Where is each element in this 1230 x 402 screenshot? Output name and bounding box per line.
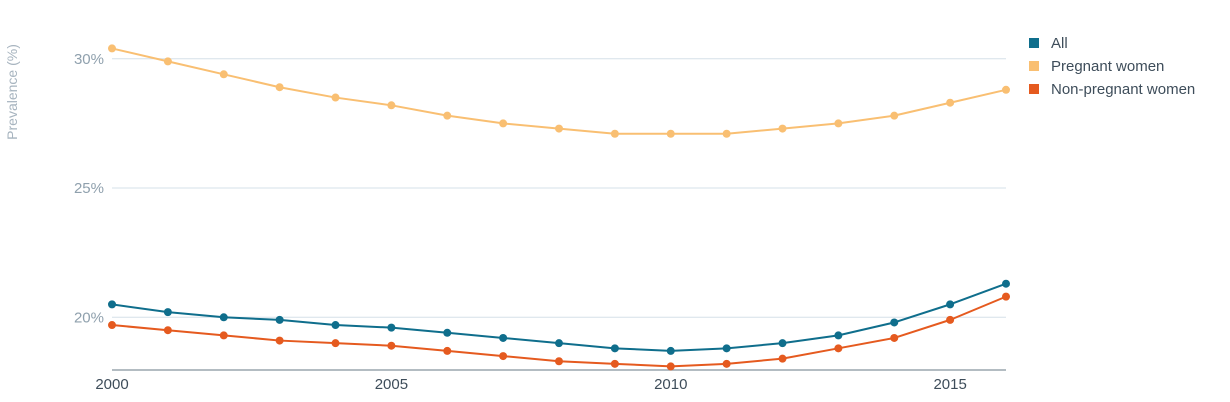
data-point[interactable] — [666, 362, 675, 371]
data-point[interactable] — [163, 326, 172, 335]
data-point[interactable] — [275, 336, 284, 345]
y-axis-label: Prevalence (%) — [4, 44, 20, 140]
data-point[interactable] — [722, 344, 731, 353]
series-non-pregnant-women — [108, 292, 1010, 371]
series-pregnant-women — [108, 44, 1010, 138]
gridlines — [112, 58, 1006, 318]
legend-label: Pregnant women — [1051, 58, 1164, 75]
data-point[interactable] — [163, 57, 172, 66]
data-point[interactable] — [778, 124, 787, 133]
data-point[interactable] — [722, 129, 731, 138]
data-point[interactable] — [834, 119, 843, 128]
series-line — [111, 47, 1007, 135]
data-point[interactable] — [722, 359, 731, 368]
y-axis-ticks: 20% 25% 30% — [74, 51, 104, 327]
data-point[interactable] — [890, 111, 899, 120]
data-point[interactable] — [331, 93, 340, 102]
data-point[interactable] — [387, 341, 396, 350]
data-point[interactable] — [331, 321, 340, 330]
series-lines — [108, 44, 1010, 371]
data-point[interactable] — [610, 344, 619, 353]
data-point[interactable] — [219, 313, 228, 322]
series-line — [111, 295, 1007, 368]
x-tick-label: 2010 — [654, 376, 687, 393]
data-point[interactable] — [666, 346, 675, 355]
data-point[interactable] — [219, 70, 228, 79]
data-point[interactable] — [275, 315, 284, 324]
series-all — [108, 279, 1010, 355]
data-point[interactable] — [1002, 279, 1010, 288]
x-tick-label: 2000 — [95, 376, 128, 393]
data-point[interactable] — [163, 308, 172, 317]
data-point[interactable] — [443, 328, 452, 337]
data-point[interactable] — [331, 339, 340, 348]
data-point[interactable] — [499, 333, 508, 342]
legend-label: All — [1051, 35, 1068, 52]
data-point[interactable] — [387, 323, 396, 332]
legend-swatch — [1029, 84, 1039, 94]
data-point[interactable] — [1002, 292, 1010, 301]
legend[interactable]: All Pregnant women Non-pregnant women — [1029, 35, 1195, 98]
y-tick-label: 20% — [74, 309, 104, 326]
x-tick-label: 2005 — [375, 376, 408, 393]
data-point[interactable] — [890, 333, 899, 342]
data-point[interactable] — [275, 83, 284, 92]
x-tick-label: 2015 — [933, 376, 966, 393]
data-point[interactable] — [499, 352, 508, 361]
data-point[interactable] — [834, 331, 843, 340]
data-point[interactable] — [890, 318, 899, 327]
legend-item[interactable]: All — [1029, 35, 1068, 52]
data-point[interactable] — [834, 344, 843, 353]
y-tick-label: 25% — [74, 180, 104, 197]
data-point[interactable] — [108, 300, 116, 309]
data-point[interactable] — [778, 339, 787, 348]
legend-item[interactable]: Non-pregnant women — [1029, 81, 1195, 98]
y-tick-label: 30% — [74, 51, 104, 68]
data-point[interactable] — [443, 111, 452, 120]
data-point[interactable] — [946, 300, 955, 309]
data-point[interactable] — [108, 44, 116, 53]
data-point[interactable] — [946, 315, 955, 324]
data-point[interactable] — [219, 331, 228, 340]
data-point[interactable] — [946, 98, 955, 107]
legend-swatch — [1029, 61, 1039, 71]
data-point[interactable] — [610, 359, 619, 368]
data-point[interactable] — [610, 129, 619, 138]
data-point[interactable] — [443, 346, 452, 355]
legend-swatch — [1029, 38, 1039, 48]
legend-label: Non-pregnant women — [1051, 81, 1195, 98]
data-point[interactable] — [387, 101, 396, 110]
data-point[interactable] — [555, 339, 563, 348]
legend-item[interactable]: Pregnant women — [1029, 58, 1164, 75]
x-axis-ticks: 2000 2005 2010 2015 — [95, 376, 967, 393]
data-point[interactable] — [555, 124, 563, 133]
data-point[interactable] — [108, 321, 116, 330]
data-point[interactable] — [555, 357, 563, 366]
data-point[interactable] — [778, 354, 787, 363]
data-point[interactable] — [499, 119, 508, 128]
data-point[interactable] — [666, 129, 675, 138]
data-point[interactable] — [1002, 85, 1010, 94]
